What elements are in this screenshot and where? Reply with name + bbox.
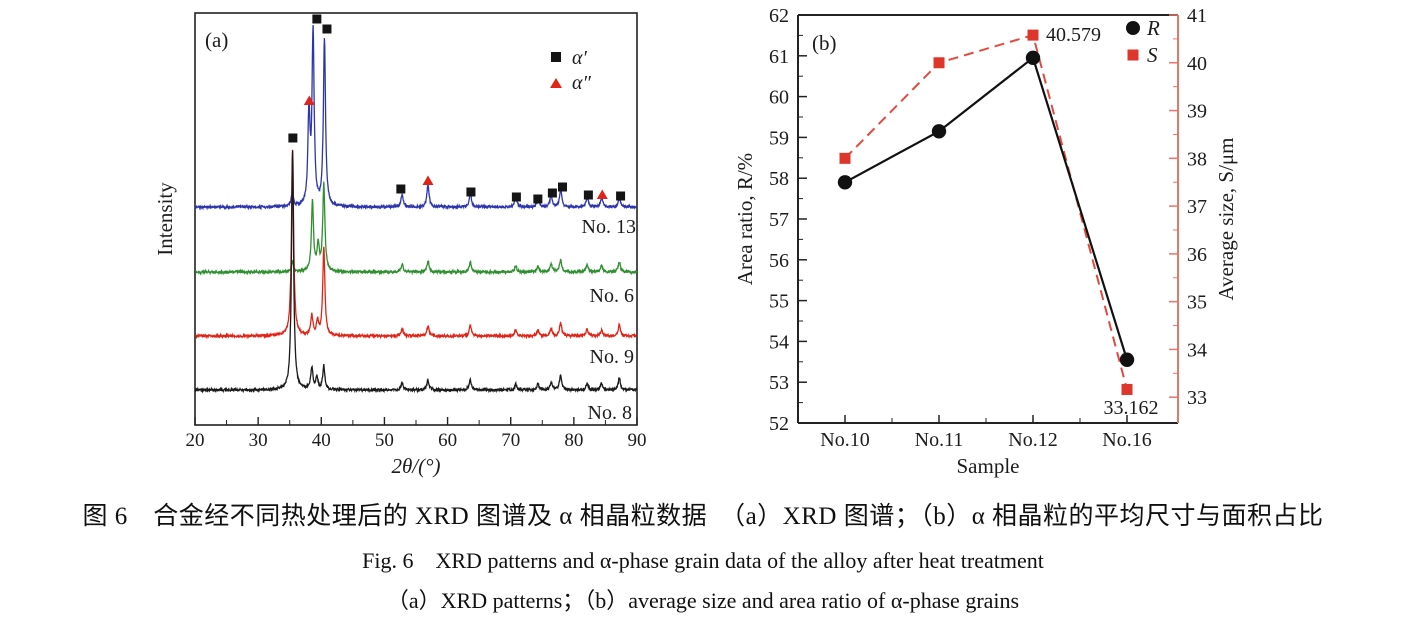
series-r-point — [1025, 50, 1041, 66]
series-r-point — [931, 124, 947, 139]
alpha-prime-marker-icon — [557, 182, 567, 192]
left-tick-label: 55 — [769, 291, 789, 313]
xrd-trace-label: No. 9 — [590, 346, 634, 368]
alpha-prime-marker-icon — [583, 190, 593, 200]
left-tick-label: 59 — [769, 127, 789, 149]
xrd-trace-no6 — [194, 181, 638, 276]
series-r-point — [837, 175, 853, 190]
alpha-prime-marker-icon — [322, 24, 332, 34]
right-tick-label: 40 — [1187, 53, 1207, 75]
left-tick-label: 54 — [769, 331, 789, 353]
left-tick-label: 53 — [769, 372, 789, 394]
alpha-prime-marker-icon — [396, 184, 406, 194]
legend-s-icon — [1127, 49, 1139, 61]
left-tick-label: 52 — [769, 413, 789, 435]
right-tick-label: 39 — [1187, 101, 1207, 123]
alpha-double-prime-marker-icon — [303, 95, 315, 105]
alpha-double-prime-marker-icon — [596, 189, 608, 199]
left-tick-label: 57 — [769, 209, 789, 231]
data-label: 33.162 — [1104, 397, 1159, 419]
xrd-x-tick-label: 80 — [564, 430, 583, 451]
left-tick-label: 56 — [769, 250, 789, 272]
alpha-prime-marker-icon — [616, 191, 626, 201]
right-tick-label: 36 — [1187, 244, 1207, 266]
grain-x-axis-title: Sample — [957, 454, 1020, 478]
series-s-point — [1027, 29, 1039, 41]
alpha-prime-marker-icon — [533, 194, 543, 204]
series-s-point — [839, 152, 851, 164]
xrd-x-tick-label: 60 — [438, 430, 457, 451]
right-tick-label: 34 — [1187, 339, 1207, 361]
legend-alpha-prime-label: α′ — [572, 47, 587, 69]
x-tick-label: No.11 — [915, 429, 964, 451]
xrd-x-tick-label: 40 — [312, 430, 331, 451]
xrd-trace-no8 — [194, 150, 638, 394]
xrd-x-tick-label: 50 — [375, 430, 394, 451]
alpha-prime-marker-icon — [312, 14, 322, 24]
x-tick-label: No.10 — [820, 429, 869, 451]
xrd-trace-no13 — [194, 24, 638, 211]
legend-alpha-double-prime-icon — [550, 78, 562, 88]
panel-b-label: (b) — [812, 31, 837, 55]
series-s-line — [844, 33, 1128, 390]
legend-alpha-prime-icon — [551, 52, 561, 62]
right-tick-label: 38 — [1187, 148, 1207, 170]
series-r-line — [844, 55, 1129, 361]
panel-a-label: (a) — [205, 28, 228, 52]
plots-canvas: 20 30 40 50 60 70 80 90 2θ/(°) Intensity (a) No. 13… — [153, 5, 1238, 478]
series-s-point — [1121, 383, 1133, 395]
grain-right-axis-title: Average size, S/μm — [1214, 137, 1238, 300]
xrd-x-axis: 20 30 40 50 60 70 80 90 2θ/(°) — [186, 12, 647, 478]
xrd-trace-no9 — [194, 149, 638, 340]
series-r-point — [1119, 352, 1135, 367]
alpha-prime-marker-icon — [547, 188, 557, 198]
xrd-trace-label: No. 13 — [582, 216, 636, 238]
xrd-plot: 20 30 40 50 60 70 80 90 2θ/(°) Intensity (a) No. 13… — [153, 12, 647, 478]
legend-r-icon — [1126, 21, 1140, 35]
right-tick-label: 35 — [1187, 292, 1207, 314]
figure-caption-block: 图 6 合金经不同热处理后的 XRD 图谱及 α 相晶粒数据 （a）XRD 图谱… — [0, 496, 1406, 615]
grain-x-axis: No.10 No.11 No.12 No.16 — [820, 415, 1152, 451]
grain-right-axis: 33 34 35 36 37 38 39 40 41 — [1169, 5, 1207, 409]
caption-english-sub: （a）XRD patterns；（b）average size and area… — [386, 588, 1020, 613]
xrd-x-tick-label: 90 — [628, 430, 647, 451]
left-tick-label: 62 — [769, 5, 789, 27]
right-tick-label: 37 — [1187, 196, 1207, 218]
alpha-prime-marker-icon — [466, 187, 476, 197]
xrd-x-tick-label: 30 — [249, 430, 268, 451]
grain-left-axis-title: Area ratio, R/% — [733, 153, 757, 285]
alpha-prime-marker-icon — [511, 192, 521, 202]
xrd-peak-markers — [288, 14, 626, 204]
grain-legend: RS — [1126, 16, 1160, 67]
xrd-trace-label: No. 8 — [588, 402, 632, 424]
left-tick-label: 58 — [769, 168, 789, 190]
caption-english-title: Fig. 6 XRD patterns and α-phase grain da… — [362, 548, 1044, 573]
xrd-frame — [194, 12, 638, 426]
xrd-x-tick-label: 20 — [186, 430, 205, 451]
x-tick-label: No.16 — [1102, 429, 1151, 451]
xrd-legend: α′ α″ — [550, 47, 591, 94]
xrd-trace-label: No. 6 — [590, 285, 634, 307]
x-tick-label: No.12 — [1008, 429, 1057, 451]
legend-alpha-double-prime-label: α″ — [572, 72, 591, 94]
legend-r-label: R — [1146, 16, 1160, 40]
left-tick-label: 60 — [769, 87, 789, 109]
left-tick-label: 61 — [769, 46, 789, 68]
xrd-x-axis-title: 2θ/(°) — [391, 454, 440, 478]
data-label: 40.579 — [1046, 24, 1101, 46]
xrd-x-tick-label: 70 — [501, 430, 520, 451]
grain-left-axis: 52 53 54 55 56 57 58 59 60 61 62 — [769, 5, 807, 435]
legend-s-label: S — [1147, 43, 1158, 67]
alpha-prime-marker-icon — [288, 133, 298, 143]
right-tick-label: 33 — [1187, 387, 1207, 409]
series-s-point — [933, 57, 945, 69]
xrd-y-axis-title: Intensity — [153, 182, 177, 256]
caption-chinese: 图 6 合金经不同热处理后的 XRD 图谱及 α 相晶粒数据 （a）XRD 图谱… — [82, 503, 1324, 530]
alpha-double-prime-marker-icon — [422, 175, 434, 185]
right-tick-label: 41 — [1187, 5, 1207, 27]
